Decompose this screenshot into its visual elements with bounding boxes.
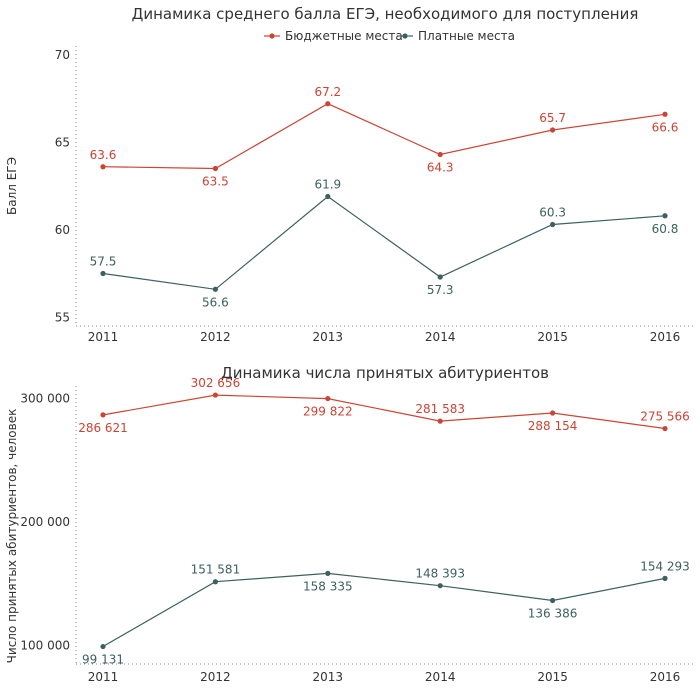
legend: Бюджетные места Платные места — [264, 29, 515, 43]
x-tick-label: 2011 — [88, 330, 119, 344]
data-label: 275 566 — [640, 410, 690, 424]
series-line — [102, 195, 666, 290]
y-axis-label-exam-score: Балл ЕГЭ — [5, 157, 19, 215]
data-point — [212, 392, 218, 398]
data-label: 56.6 — [202, 295, 229, 309]
data-label: 151 581 — [191, 563, 241, 577]
data-label: 61.9 — [314, 178, 341, 192]
x-tick-label: 2012 — [200, 670, 231, 684]
chart-title-exam-score: Динамика среднего балла ЕГЭ, необходимог… — [132, 5, 639, 23]
x-tick-label: 2016 — [650, 330, 681, 344]
series-line — [102, 394, 666, 430]
y-tick-label: 100 000 — [20, 638, 70, 652]
data-label: 57.5 — [90, 255, 117, 269]
data-label: 64.3 — [427, 161, 454, 175]
x-tick-label: 2016 — [650, 670, 681, 684]
data-point — [212, 286, 218, 292]
data-label: 158 335 — [303, 579, 353, 593]
x-tick-label: 2015 — [537, 670, 568, 684]
x-tick-label: 2013 — [313, 670, 344, 684]
data-label: 281 583 — [415, 402, 465, 416]
x-tick-label: 2013 — [313, 330, 344, 344]
data-point — [662, 425, 668, 432]
x-tick-label: 2015 — [537, 330, 568, 344]
data-label: 60.8 — [652, 222, 679, 236]
data-label: 65.7 — [539, 111, 566, 125]
data-point — [325, 395, 331, 402]
y-tick-label: 70 — [55, 48, 70, 62]
legend-paid-label: Платные места — [418, 29, 515, 43]
data-point — [437, 583, 443, 589]
data-point — [100, 643, 106, 650]
data-label: 67.2 — [314, 85, 341, 99]
data-label: 66.6 — [652, 120, 679, 134]
data-label: 286 621 — [78, 421, 128, 435]
data-point — [212, 165, 218, 172]
data-point — [550, 597, 556, 604]
data-point — [437, 274, 443, 280]
y-tick-label: 55 — [55, 310, 70, 324]
data-point — [325, 101, 331, 107]
chart-title-admitted: Динамика числа принятых абитуриентов — [221, 364, 549, 382]
y-tick-label: 60 — [55, 223, 70, 237]
data-point — [325, 570, 331, 576]
series-line — [102, 103, 666, 170]
data-label: 148 393 — [415, 567, 465, 581]
data-point — [325, 193, 331, 200]
data-label: 63.6 — [90, 148, 117, 162]
x-tick-label: 2014 — [425, 670, 456, 684]
x-tick-label: 2012 — [200, 330, 231, 344]
data-label: 60.3 — [539, 206, 566, 220]
data-label: 154 293 — [640, 559, 690, 573]
chart-panel-2: 100 000 200 000 300 000 2011 2012 2013 2014 201… — [20, 376, 694, 684]
data-label: 299 822 — [303, 405, 353, 419]
legend-budget-label: Бюджетные места — [285, 29, 403, 43]
x-tick-label: 2014 — [425, 330, 456, 344]
data-point — [662, 111, 668, 117]
data-point — [550, 410, 556, 416]
data-label: 57.3 — [427, 283, 454, 297]
data-point — [437, 151, 443, 158]
y-tick-label: 65 — [55, 135, 70, 149]
data-point — [550, 221, 556, 228]
y-axis-label-admitted: Число принятых абитуриентов, человек — [5, 409, 19, 664]
data-label: 288 154 — [528, 419, 578, 433]
legend-budget-swatch-dot — [269, 33, 275, 39]
chart-panel-1: 55 60 65 70 2011 2012 2013 2014 2015 2016 63.6 63.5… — [55, 46, 694, 344]
data-point — [100, 270, 106, 277]
data-point — [100, 412, 106, 418]
data-label: 136 386 — [528, 607, 578, 621]
data-point — [550, 127, 556, 133]
data-point — [212, 579, 218, 585]
y-tick-label: 300 000 — [20, 391, 70, 405]
data-label: 99 131 — [82, 653, 124, 667]
data-label: 302 656 — [191, 376, 241, 390]
x-tick-label: 2011 — [88, 670, 119, 684]
data-point — [662, 575, 668, 581]
legend-paid-swatch-dot — [402, 33, 408, 39]
data-point — [437, 418, 443, 424]
y-tick-label: 200 000 — [20, 515, 70, 529]
data-label: 63.5 — [202, 175, 229, 189]
data-point — [662, 213, 668, 219]
series-line — [102, 572, 666, 648]
data-point — [100, 164, 106, 170]
